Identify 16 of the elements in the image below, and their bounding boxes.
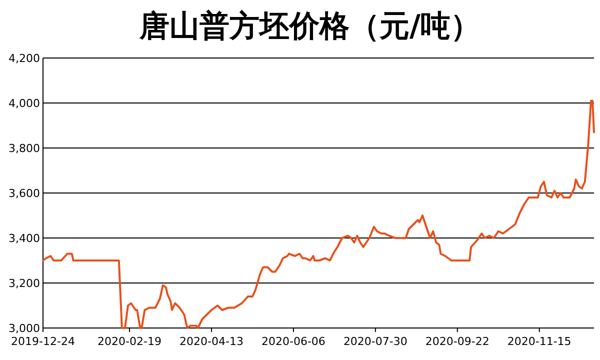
line-series bbox=[42, 100, 595, 329]
y-tick-label: 3,600 bbox=[8, 186, 40, 200]
y-tick-label: 3,200 bbox=[8, 276, 40, 290]
x-tick-label: 2020-11-15 bbox=[507, 335, 572, 348]
x-tick-label: 2020-02-19 bbox=[98, 335, 162, 348]
y-tick-label: 3,400 bbox=[8, 232, 40, 245]
x-tick-label: 2019-12-24 bbox=[11, 335, 75, 348]
y-tick-label: 3,000 bbox=[8, 322, 40, 335]
x-tick-label: 2020-04-13 bbox=[180, 335, 244, 348]
x-tick-label: 2020-09-22 bbox=[425, 335, 490, 348]
chart-title: 唐山普方坯价格（元/吨） bbox=[138, 9, 480, 44]
y-tick-label: 4,200 bbox=[8, 52, 40, 65]
x-tick-label: 2020-07-30 bbox=[343, 335, 408, 348]
y-tick-label: 3,800 bbox=[8, 142, 40, 155]
x-tick-label: 2020-06-06 bbox=[261, 335, 326, 348]
y-tick-label: 4,000 bbox=[8, 96, 40, 110]
